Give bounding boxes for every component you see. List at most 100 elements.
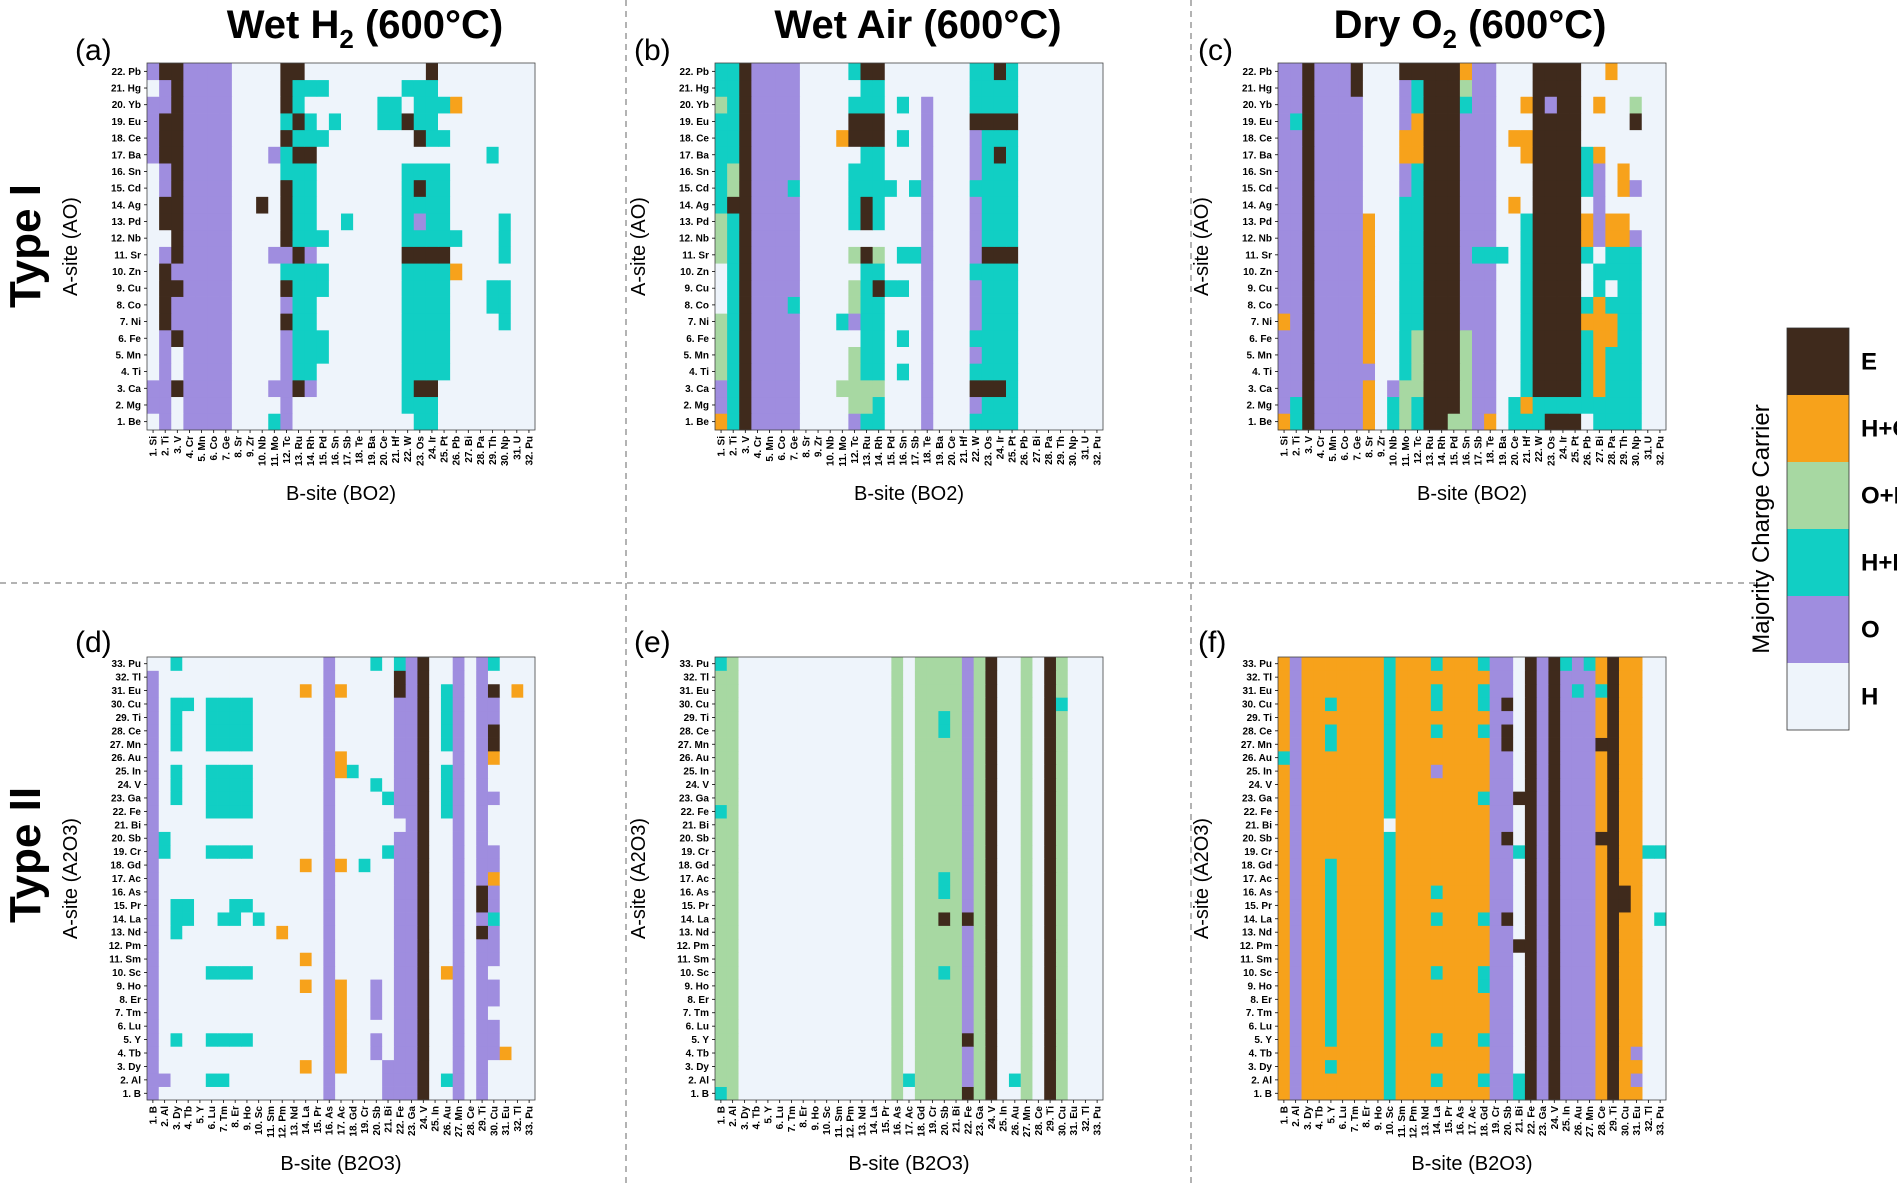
panel-label: (b): [634, 34, 671, 67]
x-tick-label: 32. Pu: [524, 436, 535, 465]
heatmap-cell: [962, 1019, 974, 1033]
heatmap-cell: [945, 397, 958, 414]
heatmap-cell: [821, 832, 833, 846]
heatmap-cell: [329, 280, 342, 297]
heatmap-cell: [464, 724, 476, 738]
heatmap-cell: [317, 96, 330, 113]
heatmap-cell: [915, 979, 927, 993]
heatmap-cell: [915, 697, 927, 711]
heatmap-cell: [323, 979, 335, 993]
heatmap-cell: [727, 397, 740, 414]
heatmap-cell: [994, 263, 1007, 280]
heatmap-cell: [159, 1073, 171, 1087]
heatmap-cell: [1533, 380, 1546, 397]
heatmap-cell: [1055, 380, 1068, 397]
heatmap-cell: [856, 778, 868, 792]
heatmap-cell: [809, 899, 821, 913]
heatmap-cell: [438, 330, 451, 347]
heatmap-cell: [1618, 280, 1631, 297]
x-tick-label: 21. Bi: [952, 1106, 963, 1133]
heatmap-cell: [288, 1073, 300, 1087]
heatmap-cell: [1044, 684, 1056, 698]
heatmap-cell: [1533, 130, 1546, 147]
heatmap-cell: [1460, 380, 1473, 397]
heatmap-cell: [891, 979, 903, 993]
heatmap-cell: [797, 724, 809, 738]
heatmap-cell: [441, 1087, 453, 1101]
heatmap-cell: [873, 363, 886, 380]
heatmap-cell: [1508, 180, 1521, 197]
heatmap-cell: [194, 899, 206, 913]
heatmap-cell: [276, 657, 288, 671]
heatmap-cell: [229, 1073, 241, 1087]
heatmap-cell: [861, 146, 874, 163]
heatmap-cell: [1472, 347, 1485, 364]
heatmap-cell: [1460, 347, 1473, 364]
heatmap-cell: [453, 912, 465, 926]
heatmap-cell: [938, 697, 950, 711]
heatmap-cell: [1032, 912, 1044, 926]
heatmap-cell: [764, 280, 777, 297]
heatmap-cell: [511, 858, 523, 872]
heatmap-cell: [312, 912, 324, 926]
heatmap-cell: [1557, 196, 1570, 213]
heatmap-cell: [974, 805, 986, 819]
heatmap-cell: [353, 180, 366, 197]
heatmap-cell: [441, 993, 453, 1007]
heatmap-cell: [1056, 805, 1068, 819]
heatmap-cell: [1349, 1087, 1361, 1101]
x-tick-label: 3. V: [741, 436, 752, 454]
heatmap-cell: [774, 778, 786, 792]
heatmap-cell: [945, 146, 958, 163]
heatmap-cell: [1521, 247, 1534, 264]
heatmap-cell: [229, 832, 241, 846]
heatmap-cell: [1581, 263, 1594, 280]
heatmap-cell: [276, 885, 288, 899]
heatmap-cell: [1618, 63, 1631, 80]
y-tick-label: 25. In: [683, 767, 709, 778]
heatmap-cell: [511, 872, 523, 886]
heatmap-cell: [786, 832, 798, 846]
x-tick-label: 12. Pm: [278, 1106, 289, 1138]
heatmap-cell: [903, 724, 915, 738]
heatmap-cell: [1521, 380, 1534, 397]
heatmap-cell: [317, 163, 330, 180]
heatmap-cell: [208, 163, 221, 180]
heatmap-cell: [280, 280, 293, 297]
heatmap-cell: [1030, 130, 1043, 147]
heatmap-cell: [786, 993, 798, 1007]
heatmap-cell: [220, 247, 233, 264]
heatmap-cell: [359, 1046, 371, 1060]
heatmap-cell: [323, 791, 335, 805]
heatmap-cell: [312, 791, 324, 805]
heatmap-cell: [933, 230, 946, 247]
heatmap-cell: [1056, 952, 1068, 966]
heatmap-cell: [1056, 1046, 1068, 1060]
heatmap-cell: [873, 163, 886, 180]
heatmap-cell: [1290, 80, 1303, 97]
heatmap-cell: [276, 952, 288, 966]
heatmap-cell: [1508, 313, 1521, 330]
heatmap-cell: [335, 845, 347, 859]
heatmap-cell: [206, 966, 218, 980]
heatmap-cell: [970, 313, 983, 330]
heatmap-cell: [488, 670, 500, 684]
heatmap-cell: [1339, 196, 1352, 213]
heatmap-cell: [256, 297, 269, 314]
heatmap-cell: [1339, 146, 1352, 163]
heatmap-cell: [317, 397, 330, 414]
heatmap-cell: [159, 845, 171, 859]
heatmap-cell: [1436, 196, 1449, 213]
heatmap-cell: [1605, 347, 1618, 364]
heatmap-cell: [476, 805, 488, 819]
heatmap-cell: [1584, 1087, 1596, 1101]
heatmap-cell: [938, 711, 950, 725]
heatmap-cell: [1021, 818, 1033, 832]
heatmap-cell: [1593, 380, 1606, 397]
heatmap-cell: [1055, 213, 1068, 230]
heatmap-cell: [1032, 845, 1044, 859]
heatmap-cell: [994, 230, 1007, 247]
heatmap-cell: [985, 724, 997, 738]
heatmap-cell: [856, 885, 868, 899]
heatmap-cell: [208, 313, 221, 330]
